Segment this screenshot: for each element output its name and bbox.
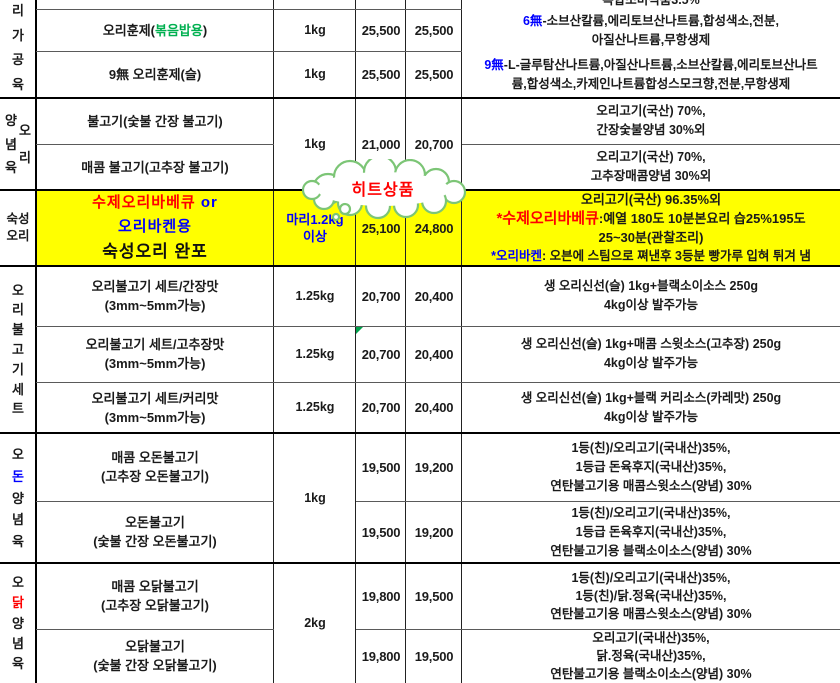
cell-price-1[interactable]: 25,500: [361, 23, 401, 38]
cell-product-name[interactable]: 매콤 불고기(고추장 불고기): [81, 159, 229, 175]
hit-product-label: 히트상품: [352, 181, 415, 199]
cell-weight-merged[interactable]: 1kg: [304, 490, 326, 505]
cell-weight[interactable]: 1.25kg: [295, 288, 335, 303]
section-border: [0, 97, 840, 99]
cell-product-name[interactable]: 오리불고기 세트/커리맛 (3mm~5mm가능): [91, 390, 219, 425]
cell-product-name[interactable]: 매콤 오돈불고기 (고추장 오돈불고기): [101, 450, 209, 484]
grid-line: [461, 0, 462, 683]
grid-line: [36, 144, 274, 145]
cell-description[interactable]: 오리고기(국산) 70%, 고추장매콤양념 30%외: [590, 150, 712, 183]
cell-product-name[interactable]: 오닭불고기 (숯불 간장 오닭불고기): [93, 639, 217, 673]
grid-line: [405, 0, 406, 683]
cell-price-2[interactable]: 19,200: [414, 459, 454, 475]
cell-price-1[interactable]: 20,700: [361, 288, 401, 304]
cell-price-1-merged[interactable]: 21,000: [361, 136, 401, 152]
grid-line: [36, 382, 840, 383]
comment-marker: [356, 327, 363, 334]
cell-product-name[interactable]: 오돈불고기 (숯불 간장 오돈불고기): [93, 515, 217, 549]
cell-weight[interactable]: 1.25kg: [295, 346, 335, 361]
cell-description[interactable]: 6無-소브산칼륨,에리토브산나트륨,합성색소,전분, 아질산나트륨,무항생제: [522, 13, 779, 47]
grid-line: [36, 501, 274, 502]
grid-line: [462, 144, 840, 145]
cell-price-1[interactable]: 19,500: [361, 524, 401, 540]
cell-product-name[interactable]: 오리훈제(볶음밥용): [102, 23, 208, 38]
cell-product-name[interactable]: 9無 오리훈제(슬): [108, 67, 202, 82]
cell-price-2-merged[interactable]: 20,700: [414, 136, 454, 152]
cell-description[interactable]: 생 오리신선(슬) 1kg+매콤 스윗소스(고추장) 250g 4kg이상 발주가…: [520, 337, 782, 370]
cell-price-2[interactable]: 20,400: [414, 400, 454, 415]
section-border: [0, 562, 840, 564]
cell-price-2[interactable]: 25,500: [414, 67, 454, 82]
cell-product-name[interactable]: 오리불고기 세트/고추장맛 (3mm~5mm가능): [85, 337, 225, 371]
cell-weight-merged[interactable]: 1kg: [304, 136, 326, 151]
cell-description[interactable]: 1등(친)/오리고기(국내산)35%, 1등급 돈육후지(국내산)35%, 연탄불고…: [550, 505, 752, 558]
grid-line: [273, 0, 274, 683]
cell-price-1[interactable]: 19,800: [361, 588, 401, 604]
cell-price-2[interactable]: 20,400: [414, 346, 454, 362]
cell-price-1[interactable]: 20,700: [361, 400, 401, 415]
cell-desc-partial[interactable]: 복합조미식품3.5%: [462, 0, 840, 9]
category-sukseong-ori[interactable]: 숙성 오리: [6, 212, 30, 243]
grid-line: [36, 629, 274, 630]
cell-description-highlight[interactable]: 오리고기(국산) 96.35%외 *수제오리바베큐:예열 180도 10분본요리…: [462, 190, 840, 266]
cell-weight[interactable]: 1kg: [304, 67, 326, 81]
cell-description[interactable]: 오리고기(국내산)35%, 닭.정육(국내산)35%, 연탄불고기용 블랙소이소스(…: [550, 631, 752, 681]
cell-price-1[interactable]: 20,700: [361, 346, 401, 362]
grid-line: [356, 501, 840, 502]
partial-text: 복합조미식품3.5%: [602, 0, 700, 7]
cell-product-name[interactable]: 매콤 오닭불고기 (고추장 오닭불고기): [101, 579, 209, 613]
cell-price-2[interactable]: 19,500: [414, 648, 454, 664]
grid-line: [36, 9, 462, 10]
cell-product-name[interactable]: 오리불고기 세트/간장맛 (3mm~5mm가능): [91, 279, 219, 313]
cell-price-2[interactable]: 25,500: [414, 23, 454, 38]
hit-product-callout[interactable]: 히트상품: [288, 159, 488, 223]
grid-line: [355, 0, 356, 683]
cell-price-2[interactable]: 19,500: [414, 588, 454, 604]
grid-line: [35, 0, 37, 683]
cell-weight[interactable]: 1.25kg: [295, 400, 335, 414]
cell-price-2[interactable]: 19,200: [414, 524, 454, 540]
cell-description[interactable]: 오리고기(국산) 70%, 간장숯불양념 30%외: [596, 104, 706, 137]
cell-weight[interactable]: 1kg: [304, 23, 326, 37]
cell-description[interactable]: 1등(친)/오리고기(국내산)35%, 1등(친)/닭.정육(국내산)35%, 연탄…: [550, 571, 752, 621]
grid-line: [356, 629, 840, 630]
cell-weight-merged[interactable]: 2kg: [304, 615, 326, 630]
cell-product-name-highlight[interactable]: 수제오리바베큐 or 오리바켄용 숙성오리 완포: [36, 190, 274, 266]
section-border: [0, 432, 840, 434]
cell-price-1[interactable]: 19,800: [361, 648, 401, 664]
cell-price-1[interactable]: 25,500: [361, 67, 401, 82]
cell-description[interactable]: 생 오리신선(슬) 1kg+블랙 커리소스(카레맛) 250g 4kg이상 발주가…: [520, 390, 782, 424]
cell-product-name[interactable]: 불고기(숯불 간장 불고기): [87, 113, 223, 129]
grid-line: [36, 326, 840, 327]
cell-description[interactable]: 생 오리신선(슬) 1kg+블랙소이소스 250g 4kg이상 발주가능: [543, 279, 759, 312]
section-border: [0, 265, 840, 267]
cell-description[interactable]: 1등(친)/오리고기(국내산)35%, 1등급 돈육후지(국내산)35%, 연탄불고…: [550, 440, 752, 493]
grid-line: [36, 51, 462, 52]
cell-price-1[interactable]: 19,500: [361, 459, 401, 475]
cell-description[interactable]: 9無-L-글루탐산나트륨,아질산나트륨,소브산칼륨,에리토브산나트 륨,합성색소…: [484, 57, 818, 91]
cell-price-2[interactable]: 20,400: [414, 288, 454, 304]
